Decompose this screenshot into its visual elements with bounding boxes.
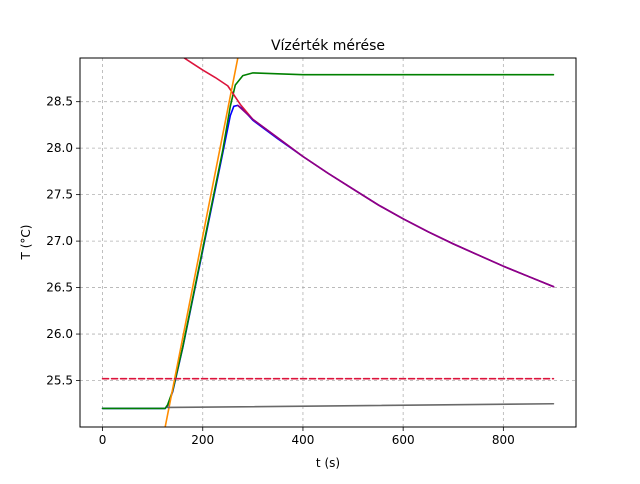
- axis-ticks: 0 200 400 600 800 25.5 26.0 26.5 27.0 27.5 28.0 28.…: [46, 95, 515, 447]
- y-tick-label: 27.5: [46, 188, 73, 202]
- x-axis-label: t (s): [316, 456, 340, 470]
- y-tick-label: 26.0: [46, 327, 73, 341]
- y-tick-label: 25.5: [46, 374, 73, 388]
- x-tick-label: 800: [492, 433, 515, 447]
- grid: [80, 58, 576, 427]
- data-series: [101, 58, 555, 427]
- y-tick-label: 27.0: [46, 234, 73, 248]
- y-tick-label: 28.0: [46, 141, 73, 155]
- series-line-5: [164, 58, 239, 427]
- y-tick-label: 26.5: [46, 281, 73, 295]
- plot-frame: [79, 57, 577, 428]
- y-tick-label: 28.5: [46, 95, 73, 109]
- series-line-2: [101, 72, 555, 410]
- x-tick-label: 400: [291, 433, 314, 447]
- x-tick-label: 600: [392, 433, 415, 447]
- y-axis-label: T (°C): [19, 225, 33, 261]
- x-tick-label: 200: [191, 433, 214, 447]
- x-tick-label: 0: [99, 433, 107, 447]
- series-line-4: [237, 104, 555, 288]
- chart-title: Vízérték mérése: [271, 38, 385, 54]
- plot-area: [80, 58, 576, 427]
- series-line-7: [166, 402, 555, 409]
